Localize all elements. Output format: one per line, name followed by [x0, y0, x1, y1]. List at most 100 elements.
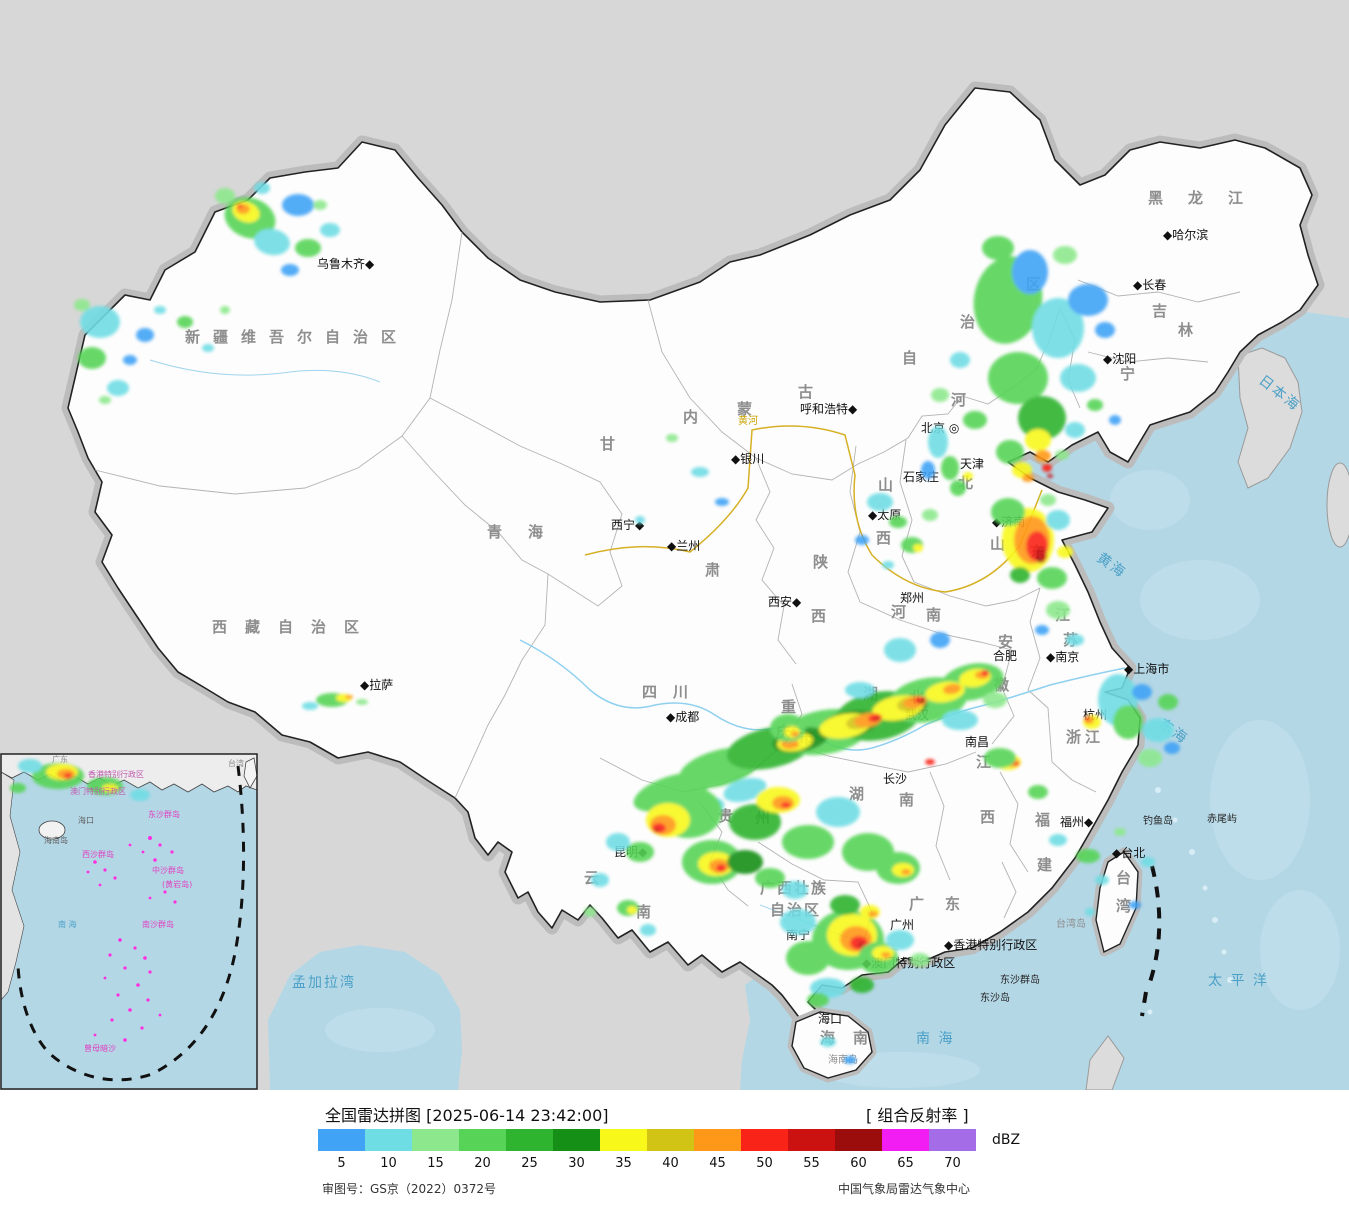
- radar-echo: [606, 833, 630, 851]
- radar-echo: [1129, 901, 1141, 909]
- island-label: 东沙岛: [980, 991, 1010, 1004]
- province-label: 福: [1034, 811, 1050, 829]
- inset-frame: [0, 753, 258, 1090]
- province-label: 河: [891, 603, 906, 621]
- inset-label: 南沙群岛: [142, 919, 174, 929]
- island-mark: [170, 850, 174, 854]
- radar-echo: [220, 306, 230, 314]
- radar-echo: [1158, 694, 1178, 710]
- radar-echo: [1049, 834, 1067, 846]
- province-label: 龙: [1187, 189, 1203, 207]
- city-label: 西安◆: [768, 594, 802, 609]
- radar-echo: [627, 906, 637, 914]
- radar-echo: [913, 544, 923, 552]
- inset-label: 南 海: [58, 919, 77, 929]
- radar-echo: [320, 223, 340, 237]
- legend-tick: 50: [756, 1156, 773, 1171]
- island-label: 东沙群岛: [1000, 973, 1040, 986]
- legend-segment: [553, 1129, 600, 1151]
- radar-echo: [154, 306, 166, 314]
- radar-echo: [1060, 364, 1096, 392]
- radar-echo: [1028, 785, 1048, 799]
- inset-vietnam: [1, 771, 25, 1001]
- radar-echo: [845, 682, 875, 698]
- island-mark: [93, 1033, 97, 1037]
- radar-echo: [884, 638, 916, 662]
- radar-echo: [1095, 875, 1109, 885]
- radar-echo: [727, 850, 763, 874]
- radar-echo: [345, 695, 353, 699]
- province-label: 东: [945, 895, 960, 913]
- japan-island: [1326, 462, 1349, 548]
- radar-echo: [844, 1056, 856, 1064]
- province-label: 河: [951, 391, 966, 409]
- radar-echo: [982, 236, 1014, 260]
- legend-segment: [929, 1129, 976, 1151]
- radar-echo: [1047, 474, 1053, 478]
- city-label: ◆兰州: [667, 539, 700, 553]
- city-label: ◆南京: [1046, 649, 1079, 664]
- radar-echo: [654, 828, 660, 832]
- radar-echo: [136, 328, 154, 342]
- province-label: 吉: [1152, 302, 1167, 320]
- radar-echo: [626, 842, 654, 862]
- island-mark: [158, 843, 162, 847]
- radar-echo: [782, 881, 808, 899]
- radar-echo: [855, 535, 869, 545]
- radar-echo: [857, 942, 865, 948]
- radar-echo: [1085, 908, 1095, 916]
- radar-echo: [1012, 462, 1032, 478]
- province-label: 南: [899, 791, 914, 809]
- inset-radar-echoes: [10, 759, 150, 801]
- radar-echo: [931, 388, 949, 402]
- radar-echo: [123, 355, 137, 365]
- legend-segment: [365, 1129, 412, 1151]
- island-label: 钓鱼岛: [1143, 814, 1173, 827]
- radar-echo: [74, 299, 90, 311]
- radar-echo: [820, 1037, 836, 1047]
- legend-tick: 20: [474, 1156, 491, 1171]
- radar-echo: [254, 182, 270, 194]
- city-label: 长沙: [883, 772, 907, 786]
- radar-echo: [882, 561, 894, 569]
- legend-tick: 65: [897, 1156, 914, 1171]
- radar-echo: [786, 941, 830, 975]
- city-label: ◆成都: [666, 710, 699, 724]
- inset-taiwan: [243, 757, 257, 789]
- radar-echo: [729, 804, 781, 840]
- radar-echo: [282, 194, 314, 216]
- radar-echo: [930, 632, 950, 648]
- city-label: 福州◆: [1060, 814, 1094, 829]
- province-label: 湖: [849, 785, 864, 803]
- island-mark: [143, 956, 147, 960]
- yellow-river: [584, 425, 1043, 593]
- radar-echo: [1037, 567, 1067, 589]
- province-label: 西: [811, 607, 826, 625]
- province-label: 西藏自治区: [212, 618, 377, 636]
- legend-segment: [459, 1129, 506, 1151]
- island-label: 赤尾屿: [1207, 813, 1237, 825]
- radar-echo: [1068, 284, 1108, 316]
- radar-echo: [963, 411, 987, 429]
- legend-tick: 5: [337, 1156, 346, 1171]
- radar-echo: [591, 873, 609, 887]
- product-label: [ 组合反射率 ]: [866, 1106, 969, 1125]
- island-mark: [153, 858, 157, 862]
- radar-echo: [1085, 717, 1089, 721]
- radar-echo: [215, 188, 235, 204]
- legend-segment: [647, 1129, 694, 1151]
- radar-echo: [99, 396, 111, 404]
- radar-echo: [237, 204, 243, 208]
- radar-echo: [691, 467, 709, 477]
- radar-echo: [807, 993, 829, 1007]
- island-mark: [163, 890, 167, 894]
- map-title: 全国雷达拼图 [2025-06-14 23:42:00]: [325, 1106, 609, 1125]
- island-mark: [136, 983, 140, 987]
- radar-echo: [1132, 684, 1152, 700]
- island-mark: [158, 1013, 162, 1017]
- city-label: 天津: [960, 457, 984, 471]
- legend-tick: 45: [709, 1156, 726, 1171]
- province-label: 青海: [487, 523, 569, 541]
- sea-label: 孟加拉湾: [292, 974, 356, 991]
